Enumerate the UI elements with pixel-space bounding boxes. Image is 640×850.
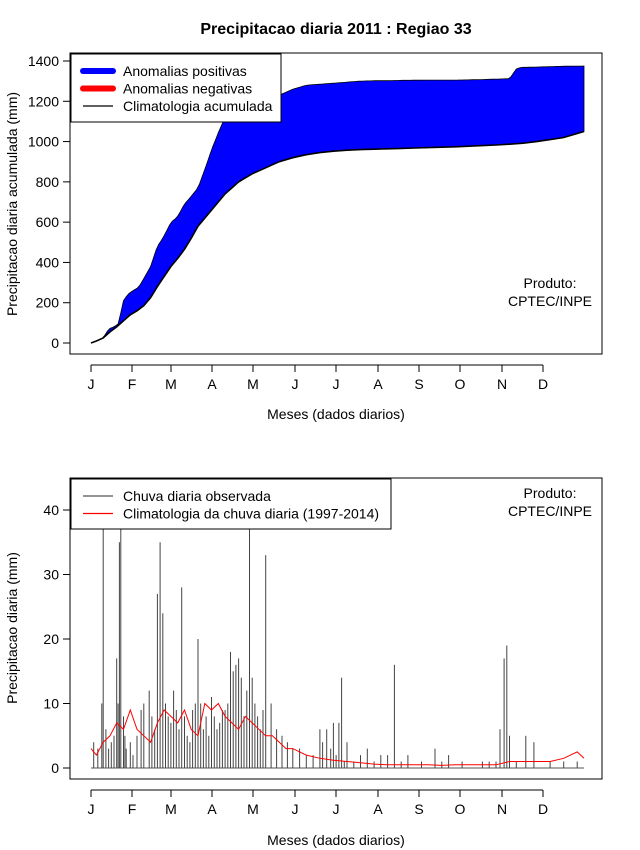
cumulative-legend-label: Anomalias negativas — [123, 81, 252, 97]
cumulative-y-tick-label: 1000 — [28, 134, 59, 150]
daily-x-tick-label: A — [373, 801, 383, 817]
cumulative-plot-frame — [69, 52, 603, 355]
cumulative-y-tick-label: 800 — [36, 174, 60, 190]
cumulative-x-tick-label: M — [165, 376, 177, 392]
cumulative-x-tick-label: S — [414, 376, 423, 392]
cumulative-x-tick-label: F — [128, 376, 137, 392]
daily-x-tick-label: J — [292, 801, 299, 817]
cumulative-legend-label: Anomalias positivas — [123, 63, 247, 79]
daily-legend-box — [70, 478, 392, 530]
daily-y-tick-label: 0 — [51, 760, 59, 776]
daily-climatology-line — [90, 702, 585, 766]
daily-plot-frame — [69, 477, 603, 780]
cumulative-panel: 0 200 400 600 800 1000 1200 1400 J F M A M J J A S O N D Me… — [4, 52, 603, 422]
cumulative-x-tick-label: J — [88, 376, 95, 392]
daily-y-tick-label: 30 — [43, 567, 59, 583]
daily-x-tick-label: O — [455, 801, 466, 817]
daily-y-tick-label: 20 — [43, 631, 59, 647]
cumulative-axis-ticks: 0 200 400 600 800 1000 1200 1400 J F M A M J J A S O N D — [28, 53, 548, 392]
cumulative-y-tick-label: 1400 — [28, 53, 59, 69]
cumulative-x-axis-label: Meses (dados diarios) — [267, 406, 405, 422]
daily-x-tick-label: D — [538, 801, 548, 817]
cumulative-x-tick-label: A — [207, 376, 217, 392]
cumulative-y-tick-label: 0 — [51, 335, 59, 351]
daily-annotation-produto: Produto: — [524, 485, 577, 501]
daily-annotation-cptec: CPTEC/INPE — [508, 503, 592, 519]
cumulative-x-tick-label: O — [455, 376, 466, 392]
daily-x-tick-label: N — [497, 801, 507, 817]
daily-x-tick-label: F — [128, 801, 137, 817]
daily-x-tick-label: J — [88, 801, 95, 817]
daily-y-axis-label: Precipitacao diaria (mm) — [4, 552, 20, 704]
chart-title: Precipitacao diaria 2011 : Regiao 33 — [200, 21, 471, 38]
daily-legend: Chuva diaria observada Climatologia da ch… — [70, 478, 392, 530]
cumulative-x-tick-label: A — [373, 376, 383, 392]
cumulative-legend: Anomalias positivas Anomalias negativasCl… — [70, 53, 282, 123]
climatology-accumulated-line — [90, 130, 585, 344]
daily-y-tick-label: 40 — [43, 502, 59, 518]
cumulative-legend-label: Climatologia acumulada — [123, 98, 273, 114]
cumulative-x-tick-label: J — [333, 376, 340, 392]
cumulative-y-tick-label: 600 — [36, 214, 60, 230]
cumulative-y-tick-label: 1200 — [28, 93, 59, 109]
cumulative-x-tick-label: M — [247, 376, 259, 392]
cumulative-x-tick-label: N — [497, 376, 507, 392]
cumulative-annotation-cptec: CPTEC/INPE — [508, 293, 592, 309]
daily-panel: 0 10 20 30 40 J F M A M J J A S O N D Meses (dados diari… — [4, 477, 603, 848]
daily-x-tick-label: J — [333, 801, 340, 817]
daily-y-tick-label: 10 — [43, 696, 59, 712]
daily-legend-label: Chuva diaria observada — [123, 488, 271, 504]
daily-x-tick-label: M — [165, 801, 177, 817]
cumulative-y-axis-label: Precipitacao diaria acumulada (mm) — [4, 92, 20, 316]
daily-legend-label: Climatologia da chuva diaria (1997-2014) — [123, 506, 379, 522]
cumulative-x-tick-label: D — [538, 376, 548, 392]
daily-x-tick-label: A — [207, 801, 217, 817]
cumulative-y-tick-label: 200 — [36, 295, 60, 311]
cumulative-x-tick-label: J — [292, 376, 299, 392]
daily-x-tick-label: S — [414, 801, 423, 817]
daily-x-tick-label: M — [247, 801, 259, 817]
cumulative-annotation-produto: Produto: — [524, 275, 577, 291]
daily-x-axis-label: Meses (dados diarios) — [267, 832, 405, 848]
cumulative-y-tick-label: 400 — [36, 254, 60, 270]
